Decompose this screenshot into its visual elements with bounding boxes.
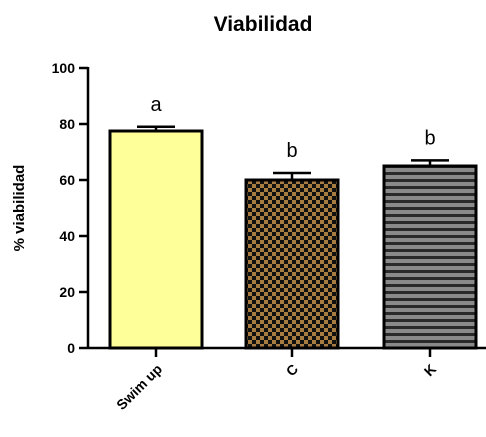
- error-bars: [137, 125, 449, 180]
- bars: [108, 129, 478, 350]
- y-tick-label: 0: [67, 340, 75, 356]
- category-label: C: [283, 361, 301, 379]
- y-tick-label: 80: [59, 116, 75, 132]
- y-axis-label: % viabilidad: [11, 165, 28, 252]
- significance-letter: a: [150, 94, 162, 116]
- y-tick-label: 100: [52, 60, 76, 76]
- significance-letters: a b b: [150, 94, 435, 162]
- category-label: K: [421, 361, 439, 379]
- category-label: Swim up: [113, 361, 165, 413]
- significance-letter: b: [424, 127, 435, 149]
- chart-title: Viabilidad: [214, 13, 313, 36]
- bar-swim-up: [108, 129, 204, 350]
- significance-letter: b: [286, 140, 297, 162]
- y-tick-label: 40: [59, 228, 75, 244]
- y-tick-label: 20: [59, 284, 75, 300]
- bar-c: [244, 178, 340, 350]
- x-ticks: Swim up C K: [113, 348, 439, 413]
- y-tick-label: 60: [59, 172, 75, 188]
- bar-k: [382, 164, 478, 350]
- y-ticks: 0 20 40 60 80 100: [52, 60, 88, 356]
